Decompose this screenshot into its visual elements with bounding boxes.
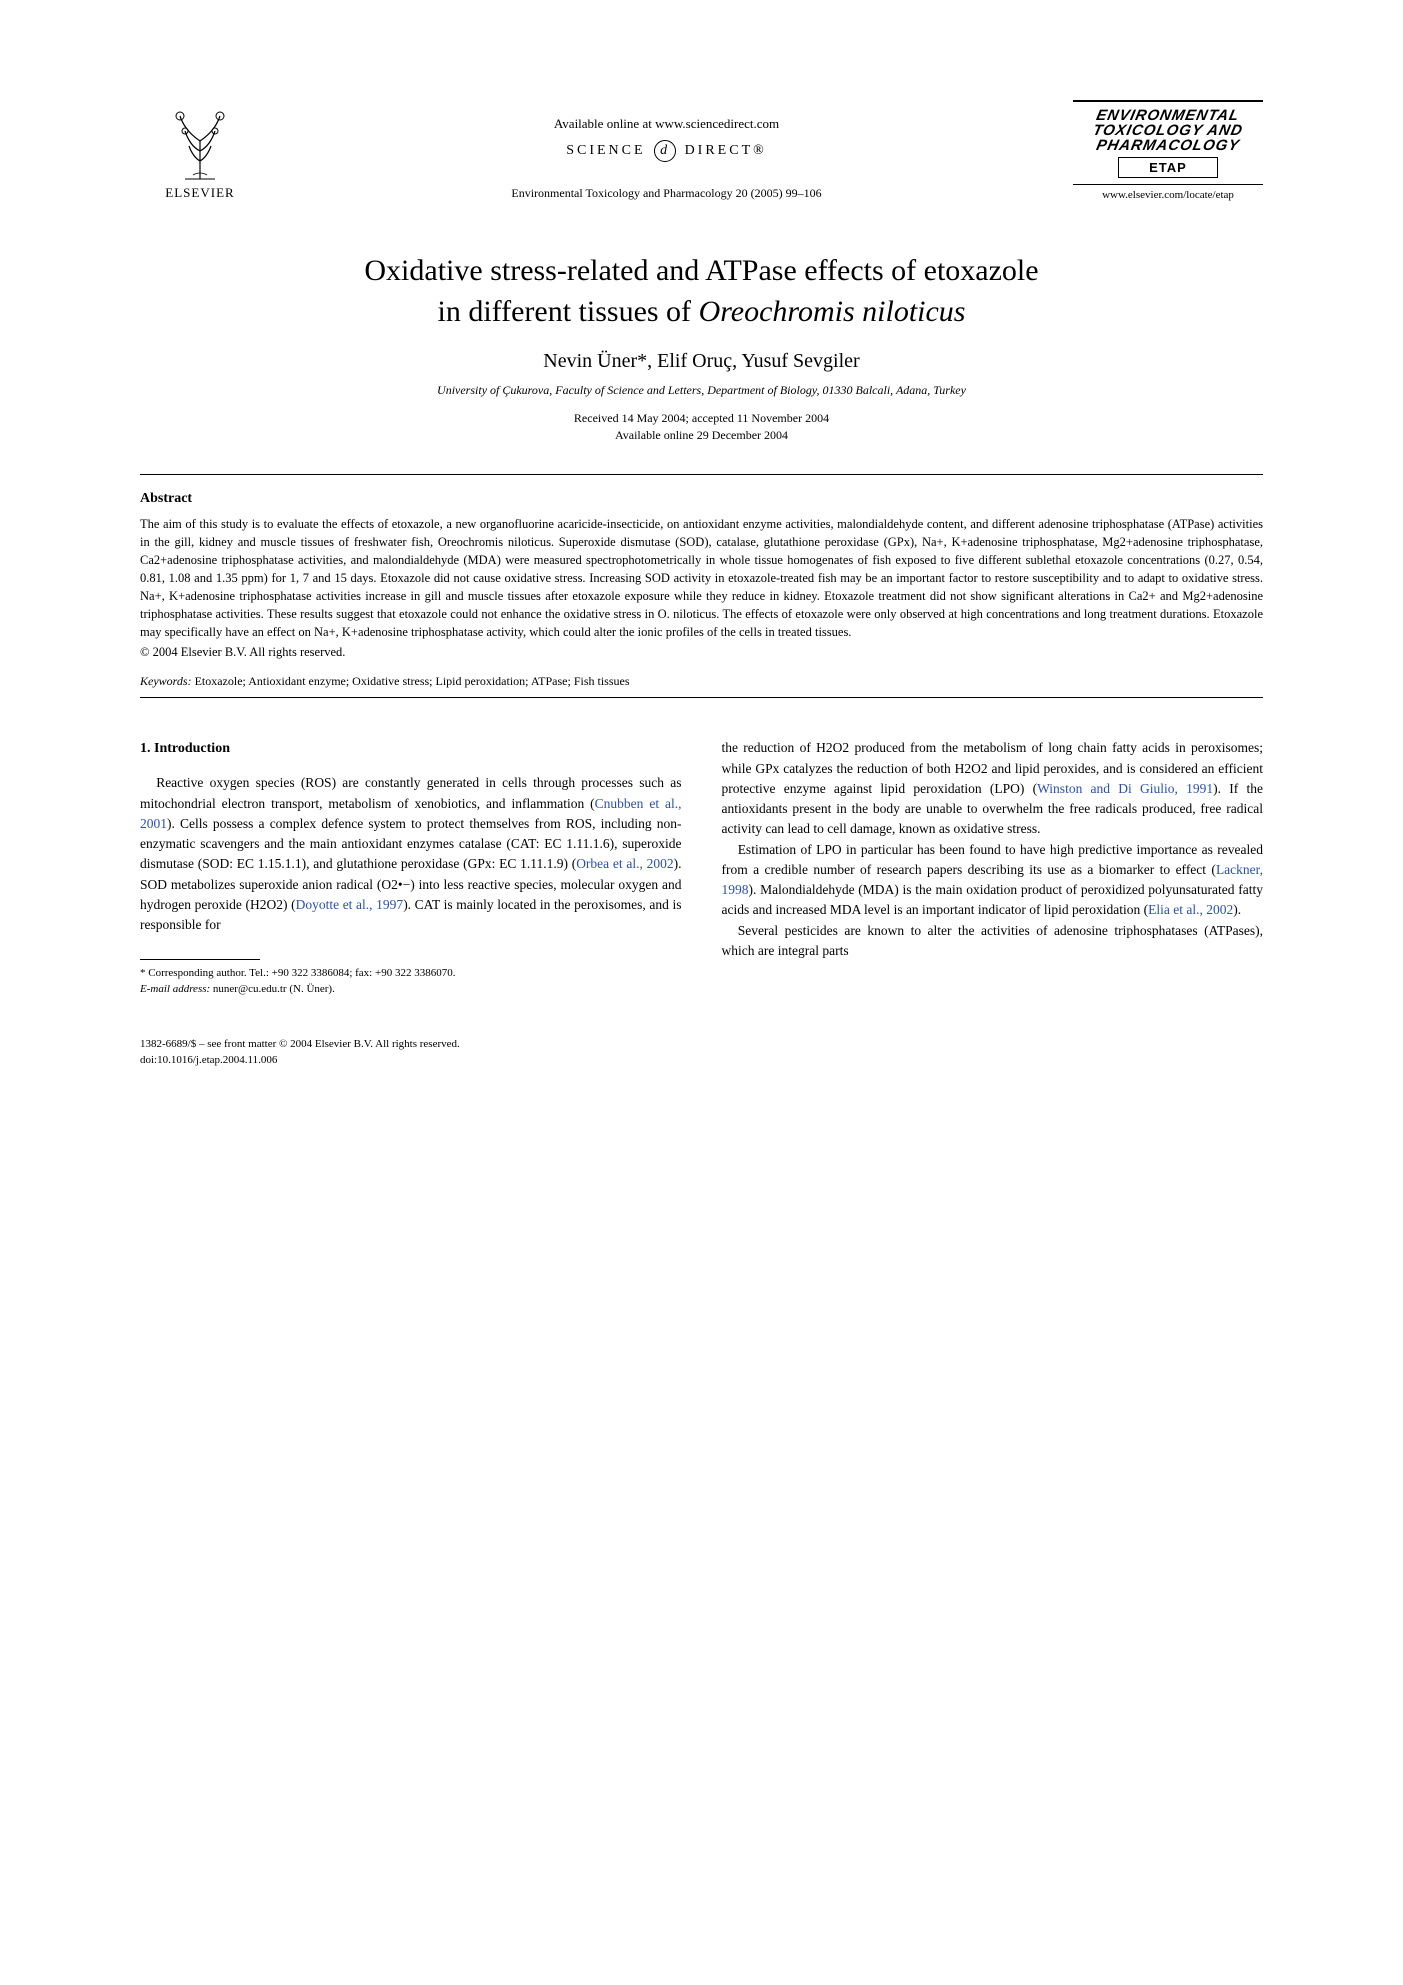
corr-email: nuner@cu.edu.tr (N. Üner). [210,983,335,995]
received-date: Received 14 May 2004; accepted 11 Novemb… [574,411,829,425]
intro-para-4: Several pesticides are known to alter th… [722,921,1264,962]
issn-line: 1382-6689/$ – see front matter © 2004 El… [140,1038,460,1050]
copyright-line: © 2004 Elsevier B.V. All rights reserved… [140,645,1263,660]
online-date: Available online 29 December 2004 [615,428,788,442]
corr-author-text: * Corresponding author. Tel.: +90 322 33… [140,967,455,979]
divider [140,474,1263,475]
citation-doyotte[interactable]: Doyotte et al., 1997 [296,897,404,912]
title-line2-prefix: in different tissues of [437,295,698,328]
citation-orbea[interactable]: Orbea et al., 2002 [576,856,673,871]
header-center: Available online at www.sciencedirect.co… [260,116,1073,201]
section-heading-intro: 1. Introduction [140,738,682,759]
doi-line: doi:10.1016/j.etap.2004.11.006 [140,1054,277,1066]
journal-header: ELSEVIER Available online at www.science… [140,100,1263,201]
title-species: Oreochromis niloticus [699,295,966,328]
abstract-heading: Abstract [140,491,1263,507]
sd-prefix: SCIENCE [566,143,645,158]
sd-d-icon: d [654,140,676,162]
citation-elia[interactable]: Elia et al., 2002 [1148,902,1233,917]
p3-text-a: Estimation of LPO in particular has been… [722,842,1264,877]
journal-title-line1: ENVIRONMENTAL [1071,108,1264,123]
divider [140,697,1263,698]
sd-suffix: DIRECT® [685,143,767,158]
intro-para-1: Reactive oxygen species (ROS) are consta… [140,773,682,935]
abstract-body: The aim of this study is to evaluate the… [140,517,1263,640]
article-dates: Received 14 May 2004; accepted 11 Novemb… [140,410,1263,444]
citation-winston[interactable]: Winston and Di Giulio, 1991 [1037,781,1213,796]
column-left: 1. Introduction Reactive oxygen species … [140,738,682,997]
article-title-block: Oxidative stress-related and ATPase effe… [140,251,1263,332]
journal-title-line3: PHARMACOLOGY [1071,138,1264,153]
authors: Nevin Üner*, Elif Oruç, Yusuf Sevgiler [140,350,1263,373]
journal-citation: Environmental Toxicology and Pharmacolog… [280,186,1053,201]
journal-url: www.elsevier.com/locate/etap [1073,184,1263,201]
elsevier-tree-icon [165,101,235,181]
email-label: E-mail address: [140,983,210,995]
journal-title-box: ENVIRONMENTAL TOXICOLOGY AND PHARMACOLOG… [1073,100,1263,178]
sciencedirect-logo: SCIENCE d DIRECT® [280,140,1053,162]
title-line1: Oxidative stress-related and ATPase effe… [364,254,1038,287]
publisher-name: ELSEVIER [165,185,234,201]
article-title: Oxidative stress-related and ATPase effe… [140,251,1263,332]
journal-title-line2: TOXICOLOGY AND [1071,123,1264,138]
abstract-text: The aim of this study is to evaluate the… [140,515,1263,642]
publisher-logo-block: ELSEVIER [140,101,260,201]
body-columns: 1. Introduction Reactive oxygen species … [140,738,1263,997]
p3-text-c: ). [1233,902,1241,917]
keywords-label: Keywords: [140,674,192,688]
intro-para-2: the reduction of H2O2 produced from the … [722,738,1264,839]
keywords-text: Etoxazole; Antioxidant enzyme; Oxidative… [192,674,630,688]
keywords-line: Keywords: Etoxazole; Antioxidant enzyme;… [140,674,1263,689]
journal-abbrev-box: ETAP [1118,157,1218,178]
footnote-divider [140,959,260,960]
journal-logo-block: ENVIRONMENTAL TOXICOLOGY AND PHARMACOLOG… [1073,100,1263,201]
affiliation: University of Çukurova, Faculty of Scien… [140,383,1263,398]
footer-meta: 1382-6689/$ – see front matter © 2004 El… [140,1037,1263,1068]
abstract-block: Abstract The aim of this study is to eva… [140,491,1263,661]
available-online-text: Available online at www.sciencedirect.co… [280,116,1053,132]
corresponding-footnote: * Corresponding author. Tel.: +90 322 33… [140,966,682,997]
intro-para-3: Estimation of LPO in particular has been… [722,840,1264,921]
column-right: the reduction of H2O2 produced from the … [722,738,1264,997]
